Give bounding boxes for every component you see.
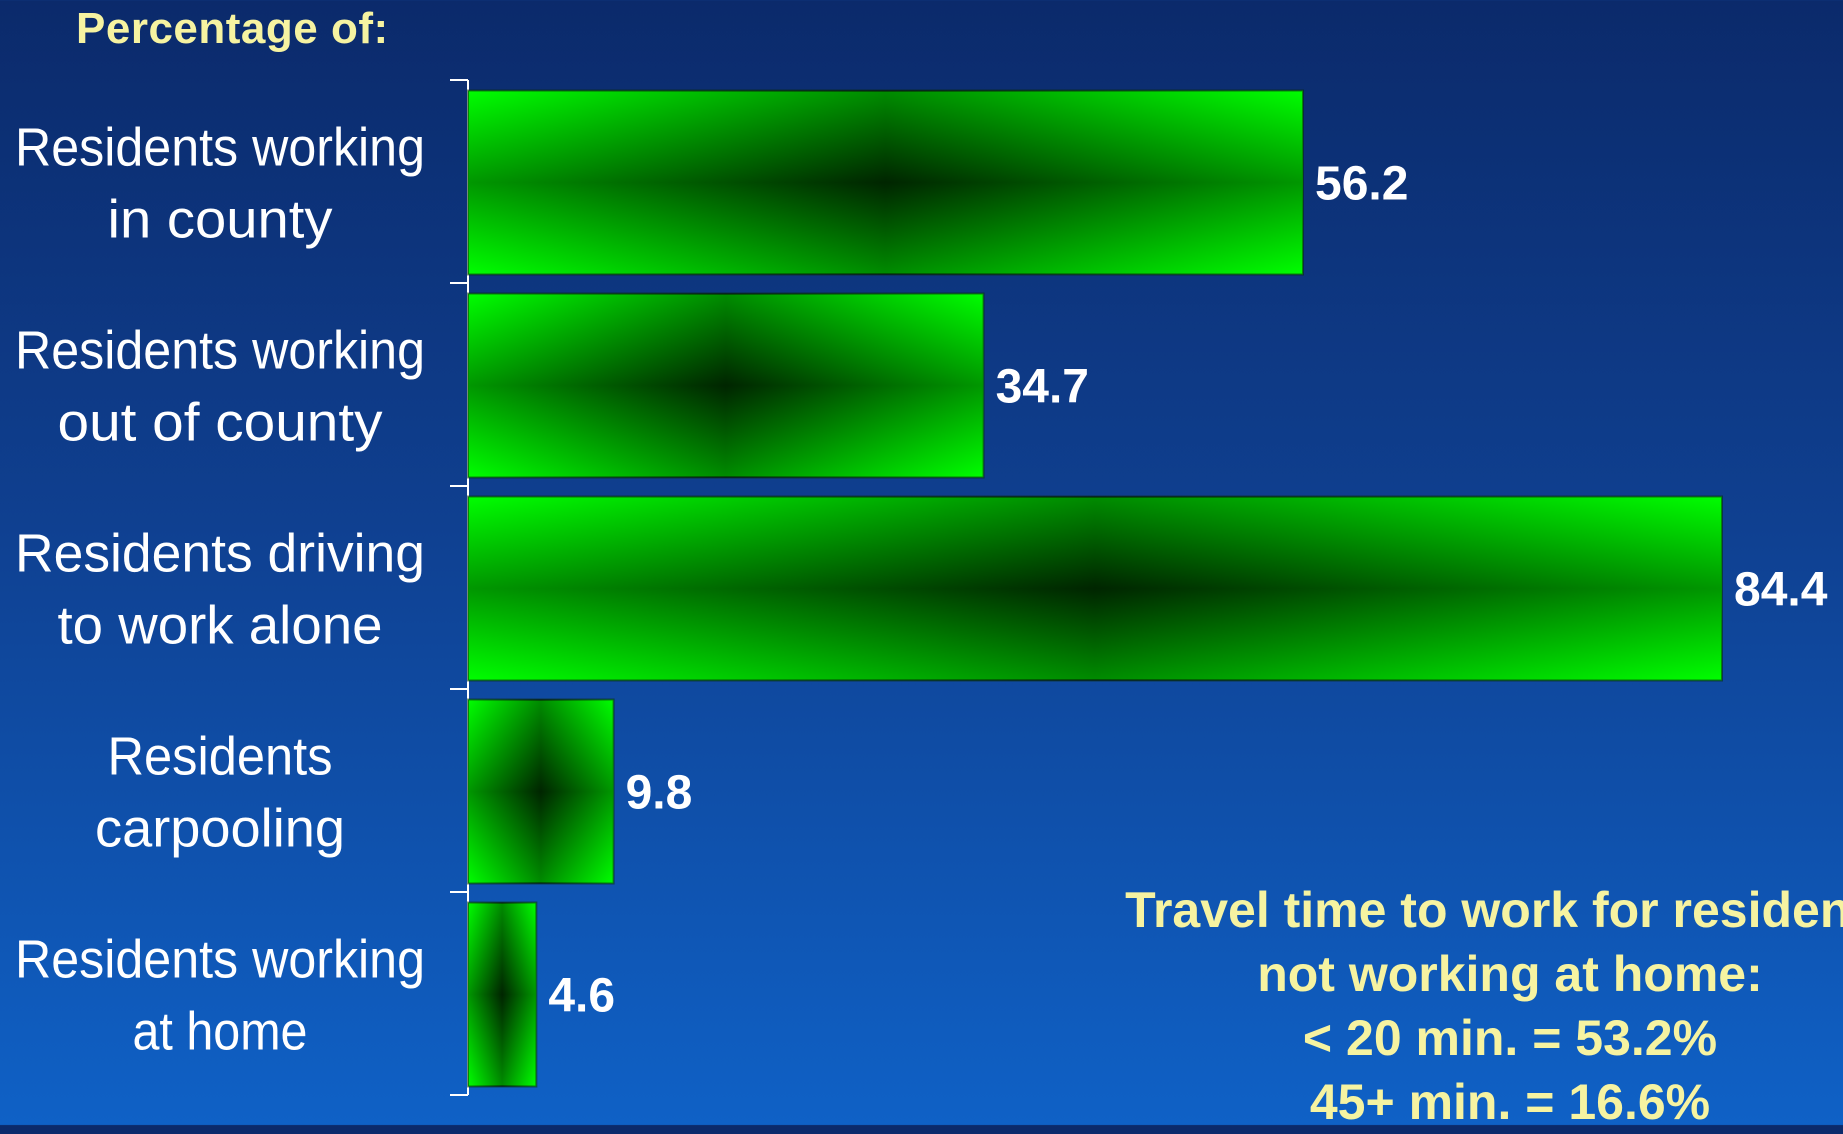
- category-label: in county: [108, 190, 333, 250]
- bar-shade: [467, 698, 615, 885]
- category-label: Residents working: [15, 118, 425, 178]
- note-line-3: < 20 min. = 53.2%: [1302, 1010, 1718, 1066]
- category-label: to work alone: [58, 596, 383, 656]
- note-line-2: not working at home:: [1257, 946, 1763, 1002]
- y-axis: [450, 79, 469, 1096]
- note-line-4: 45+ min. = 16.6%: [1309, 1074, 1711, 1130]
- value-label: 9.8: [626, 767, 693, 820]
- category-labels: Residents working in county Residents work…: [15, 118, 425, 1062]
- category-label: at home: [133, 1002, 308, 1062]
- bar-shade: [467, 495, 1723, 682]
- category-label: out of county: [58, 393, 383, 453]
- value-label: 34.7: [996, 361, 1089, 414]
- note-line-1: Travel time to work for residents: [1125, 882, 1843, 938]
- category-label: Residents driving: [15, 524, 425, 584]
- category-label: Residents: [108, 727, 333, 787]
- bar: [467, 495, 1723, 682]
- travel-time-note: Travel time to work for residents not wo…: [1090, 878, 1843, 1134]
- bar-shade: [467, 292, 985, 479]
- value-labels: 56.2 34.7 84.4 9.8 4.6: [548, 158, 1827, 1023]
- value-label: 56.2: [1315, 158, 1408, 211]
- value-label: 84.4: [1734, 564, 1828, 617]
- category-label: carpooling: [95, 799, 345, 859]
- bar: [467, 292, 985, 479]
- category-label: Residents working: [15, 321, 425, 381]
- bar-shade: [467, 901, 538, 1088]
- bars: [467, 89, 1723, 1088]
- bar: [467, 901, 538, 1088]
- value-label: 4.6: [548, 970, 615, 1023]
- bar: [467, 698, 615, 885]
- category-label: Residents working: [15, 930, 425, 990]
- bar-shade: [467, 89, 1305, 276]
- bar: [467, 89, 1305, 276]
- chart-title: Percentage of:: [76, 4, 389, 53]
